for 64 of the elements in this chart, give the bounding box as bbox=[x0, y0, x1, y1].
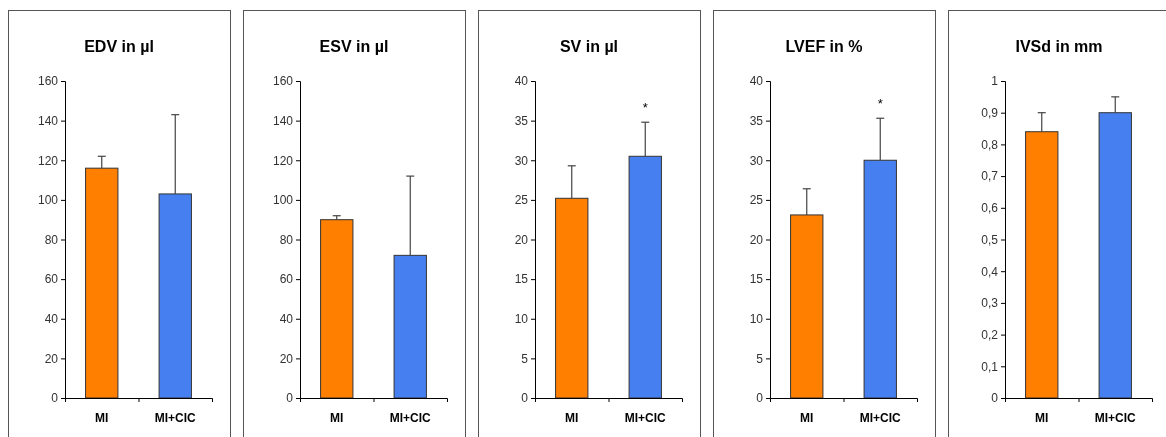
y-tick-label: 30 bbox=[749, 153, 764, 168]
y-tick-label: 1 bbox=[991, 74, 999, 89]
y-tick-label: 160 bbox=[272, 74, 294, 89]
y-tick-label: 20 bbox=[749, 232, 764, 247]
y-tick-label: 40 bbox=[749, 74, 764, 89]
x-tick-label: MI bbox=[330, 411, 344, 425]
y-tick-label: 80 bbox=[279, 232, 294, 247]
y-tick-label: 0,2 bbox=[981, 327, 999, 342]
y-tick-label: 35 bbox=[514, 113, 529, 128]
y-tick-label: 30 bbox=[514, 153, 529, 168]
y-tick-label: 60 bbox=[279, 272, 294, 287]
y-tick-label: 120 bbox=[37, 153, 59, 168]
x-tick-label: MI bbox=[95, 411, 109, 425]
x-tick-label: MI bbox=[1035, 411, 1049, 425]
x-tick-label: MI bbox=[800, 411, 814, 425]
y-tick-label: 100 bbox=[272, 193, 294, 208]
y-tick-label: 0,3 bbox=[981, 296, 999, 311]
y-tick-label: 25 bbox=[514, 193, 529, 208]
chart-title: EDV in µl bbox=[84, 38, 154, 55]
y-tick-label: 15 bbox=[749, 272, 764, 287]
x-tick-label: MI+CIC bbox=[389, 411, 432, 425]
y-tick-label: 10 bbox=[514, 312, 529, 327]
y-tick-label: 15 bbox=[514, 272, 529, 287]
y-tick-label: 0,6 bbox=[981, 201, 999, 216]
y-tick-label: 40 bbox=[279, 312, 294, 327]
y-tick-label: 0 bbox=[51, 391, 59, 406]
y-tick-label: 0,4 bbox=[981, 264, 999, 279]
x-tick-label: MI+CIC bbox=[859, 411, 902, 425]
x-tick-label: MI+CIC bbox=[154, 411, 197, 425]
chart-title: ESV in µl bbox=[319, 38, 389, 55]
y-tick-label: 20 bbox=[279, 351, 294, 366]
y-tick-label: 0,7 bbox=[981, 169, 999, 184]
x-tick-label: MI+CIC bbox=[624, 411, 667, 425]
y-tick-label: 0,1 bbox=[981, 359, 999, 374]
y-tick-label: 5 bbox=[521, 351, 529, 366]
y-tick-label: 10 bbox=[749, 312, 764, 327]
chart-title: SV in µl bbox=[559, 38, 619, 55]
y-tick-label: 40 bbox=[514, 74, 529, 89]
y-tick-label: 80 bbox=[44, 232, 59, 247]
y-tick-label: 0,8 bbox=[981, 137, 999, 152]
y-tick-label: 0 bbox=[286, 391, 294, 406]
x-tick-label: MI bbox=[565, 411, 579, 425]
y-tick-label: 0,5 bbox=[981, 232, 999, 247]
annotation: * bbox=[877, 96, 883, 112]
y-tick-label: 60 bbox=[44, 272, 59, 287]
y-tick-label: 35 bbox=[749, 113, 764, 128]
y-tick-label: 120 bbox=[272, 153, 294, 168]
y-tick-label: 5 bbox=[756, 351, 764, 366]
y-tick-label: 140 bbox=[272, 113, 294, 128]
y-tick-label: 140 bbox=[37, 113, 59, 128]
y-tick-label: 0 bbox=[521, 391, 529, 406]
y-tick-label: 25 bbox=[749, 193, 764, 208]
y-tick-label: 0,9 bbox=[981, 106, 999, 121]
y-tick-label: 20 bbox=[514, 232, 529, 247]
x-tick-label: MI+CIC bbox=[1094, 411, 1137, 425]
chart-title: IVSd in mm bbox=[1015, 38, 1103, 55]
annotation: * bbox=[642, 100, 648, 116]
y-tick-label: 40 bbox=[44, 312, 59, 327]
chart-title: LVEF in % bbox=[785, 38, 863, 55]
y-tick-label: 20 bbox=[44, 351, 59, 366]
y-tick-label: 100 bbox=[37, 193, 59, 208]
y-tick-label: 0 bbox=[991, 391, 999, 406]
y-tick-label: 0 bbox=[756, 391, 764, 406]
y-tick-label: 160 bbox=[37, 74, 59, 89]
